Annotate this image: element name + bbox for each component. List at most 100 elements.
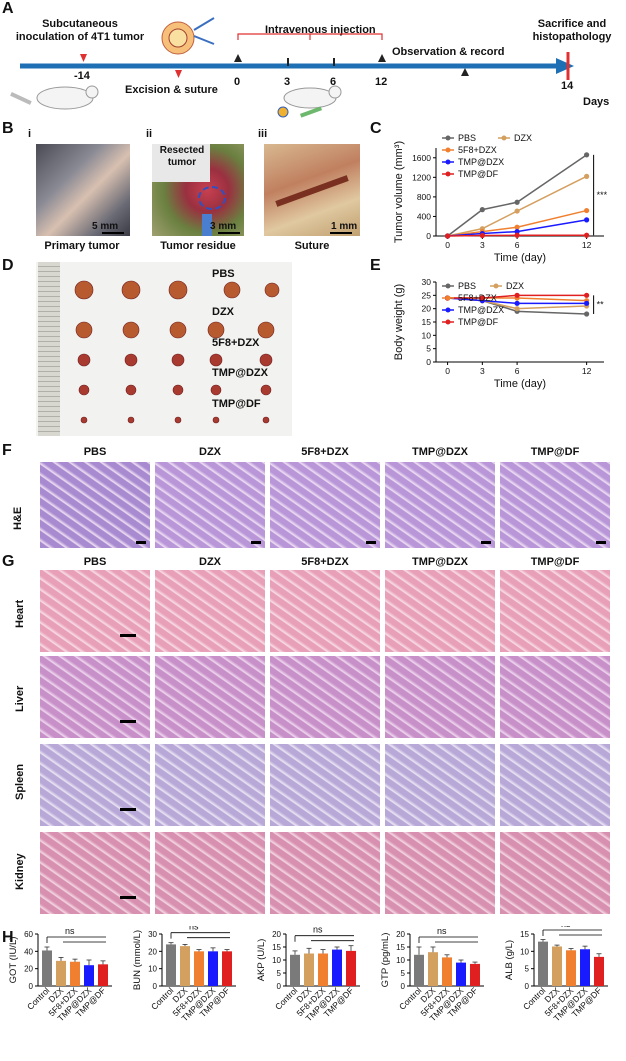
sacrifice-label: Sacrifice and histopathology bbox=[532, 18, 612, 43]
bar bbox=[208, 951, 218, 986]
legend-label: TMP@DZX bbox=[458, 157, 504, 167]
y-tick-label: 400 bbox=[417, 211, 431, 221]
f-row-he: H&E bbox=[12, 506, 24, 530]
data-point bbox=[514, 224, 520, 230]
significance-label: *** bbox=[597, 190, 608, 200]
legend-label: PBS bbox=[458, 281, 476, 291]
excised-tumor bbox=[171, 353, 185, 367]
he-kidney-section-tmpdzx bbox=[385, 832, 495, 914]
significance-label: ns bbox=[65, 926, 75, 936]
excision-marker bbox=[175, 70, 182, 78]
f-col-pbs: PBS bbox=[83, 446, 107, 458]
legend-marker bbox=[493, 283, 499, 289]
bar bbox=[290, 954, 300, 986]
f-col-dzx: DZX bbox=[199, 446, 221, 458]
bar bbox=[346, 950, 356, 986]
bar bbox=[552, 946, 562, 986]
legend-marker bbox=[501, 135, 507, 141]
series-line bbox=[447, 234, 587, 237]
legend-label: DZX bbox=[514, 133, 532, 143]
excised-tumor bbox=[124, 353, 138, 367]
bar bbox=[456, 962, 466, 986]
y-tick-label: 0 bbox=[29, 982, 34, 991]
bar bbox=[222, 951, 232, 986]
photo-index-ii: ii bbox=[146, 128, 153, 140]
he-spleen-section-tmpdf bbox=[500, 744, 610, 826]
y-tick-label: 10 bbox=[148, 965, 157, 974]
g-col-pbs: PBS bbox=[83, 556, 107, 568]
bar bbox=[42, 950, 52, 986]
g-row-kidney: Kidney bbox=[14, 853, 26, 890]
y-tick-label: 10 bbox=[520, 947, 529, 956]
suture-photo bbox=[264, 144, 360, 236]
he-spleen-section-pbs bbox=[40, 744, 150, 826]
tick-label-3: 3 bbox=[284, 76, 291, 88]
scale-label-i: 5 mm bbox=[92, 221, 119, 232]
bar bbox=[166, 944, 176, 986]
tick-label-14: 14 bbox=[561, 80, 574, 92]
body-weight-chart: 0 5 10 15 20 25 30 0 3 6 12 Time (day) Body weight (… bbox=[393, 277, 604, 390]
y-tick-label: 15 bbox=[272, 943, 281, 952]
day12-marker bbox=[378, 54, 386, 62]
he-liver-section-tmpdzx bbox=[385, 656, 495, 738]
g-row-spleen: Spleen bbox=[14, 763, 26, 800]
y-tick-label: 1600 bbox=[412, 153, 431, 163]
excised-tumors-photo bbox=[36, 262, 292, 436]
legend-label: DZX bbox=[506, 281, 524, 291]
bar bbox=[98, 964, 108, 986]
y-tick-label: 20 bbox=[422, 304, 432, 314]
bar bbox=[414, 954, 424, 986]
y-tick-label: 5 bbox=[426, 344, 431, 354]
panel-letter-e: E bbox=[370, 257, 381, 274]
excised-tumor bbox=[127, 416, 135, 424]
y-axis-label: AKP (U/L) bbox=[256, 939, 267, 982]
bar bbox=[580, 949, 590, 986]
panel-letter-f: F bbox=[2, 442, 12, 459]
tumor-row-label-pbs: PBS bbox=[212, 268, 235, 280]
excised-tumor bbox=[80, 416, 88, 424]
he-spleen-section-dzx bbox=[155, 744, 265, 826]
he-heart-section-tmpdzx bbox=[385, 570, 495, 652]
inoculation-label: Subcutaneous inoculation of 4T1 tumor bbox=[15, 18, 145, 43]
x-tick-label: 12 bbox=[582, 366, 592, 376]
legend-label: TMP@DF bbox=[458, 169, 499, 179]
data-point bbox=[584, 292, 590, 298]
inoculation-marker bbox=[80, 54, 87, 62]
bar bbox=[194, 951, 204, 986]
x-axis-label: Time (day) bbox=[494, 252, 546, 264]
tick-label-0: 0 bbox=[234, 76, 241, 88]
data-point bbox=[584, 232, 590, 238]
legend-marker bbox=[445, 171, 451, 177]
x-tick-label: 0 bbox=[445, 366, 450, 376]
data-point bbox=[444, 233, 451, 239]
tumor-residue-photo bbox=[152, 144, 244, 236]
y-tick-label: 20 bbox=[24, 965, 33, 974]
data-point bbox=[584, 152, 590, 158]
data-point bbox=[514, 232, 520, 238]
he-tumor-section-tmpdf bbox=[500, 462, 610, 548]
y-axis-label: BUN (mmol/L) bbox=[132, 930, 143, 990]
he-spleen-section-5f8dzx bbox=[270, 744, 380, 826]
x-tick-label: 6 bbox=[515, 366, 520, 376]
excised-tumor bbox=[75, 321, 93, 339]
y-axis-label: ALB (g/L) bbox=[504, 940, 515, 980]
caption-suture: Suture bbox=[294, 240, 330, 252]
g-col-tmpdf: TMP@DF bbox=[530, 556, 580, 568]
excised-tumor bbox=[264, 282, 280, 298]
excised-tumor bbox=[257, 321, 275, 339]
y-tick-label: 10 bbox=[396, 956, 405, 965]
tumor-volume-chart: 0 400 800 1200 1600 0 3 6 12 Time (day) Tumor volu… bbox=[393, 133, 608, 264]
excised-tumor bbox=[169, 321, 187, 339]
y-tick-label: 800 bbox=[417, 192, 431, 202]
y-axis-label: Body weight (g) bbox=[393, 284, 405, 360]
legend-marker bbox=[445, 319, 451, 325]
significance-label: ns bbox=[561, 926, 571, 929]
panel-letter-g: G bbox=[2, 553, 15, 570]
y-tick-label: 20 bbox=[396, 930, 405, 939]
he-kidney-section-dzx bbox=[155, 832, 265, 914]
bar bbox=[84, 965, 94, 986]
significance-label: ns bbox=[437, 926, 447, 936]
series-line bbox=[447, 154, 588, 237]
